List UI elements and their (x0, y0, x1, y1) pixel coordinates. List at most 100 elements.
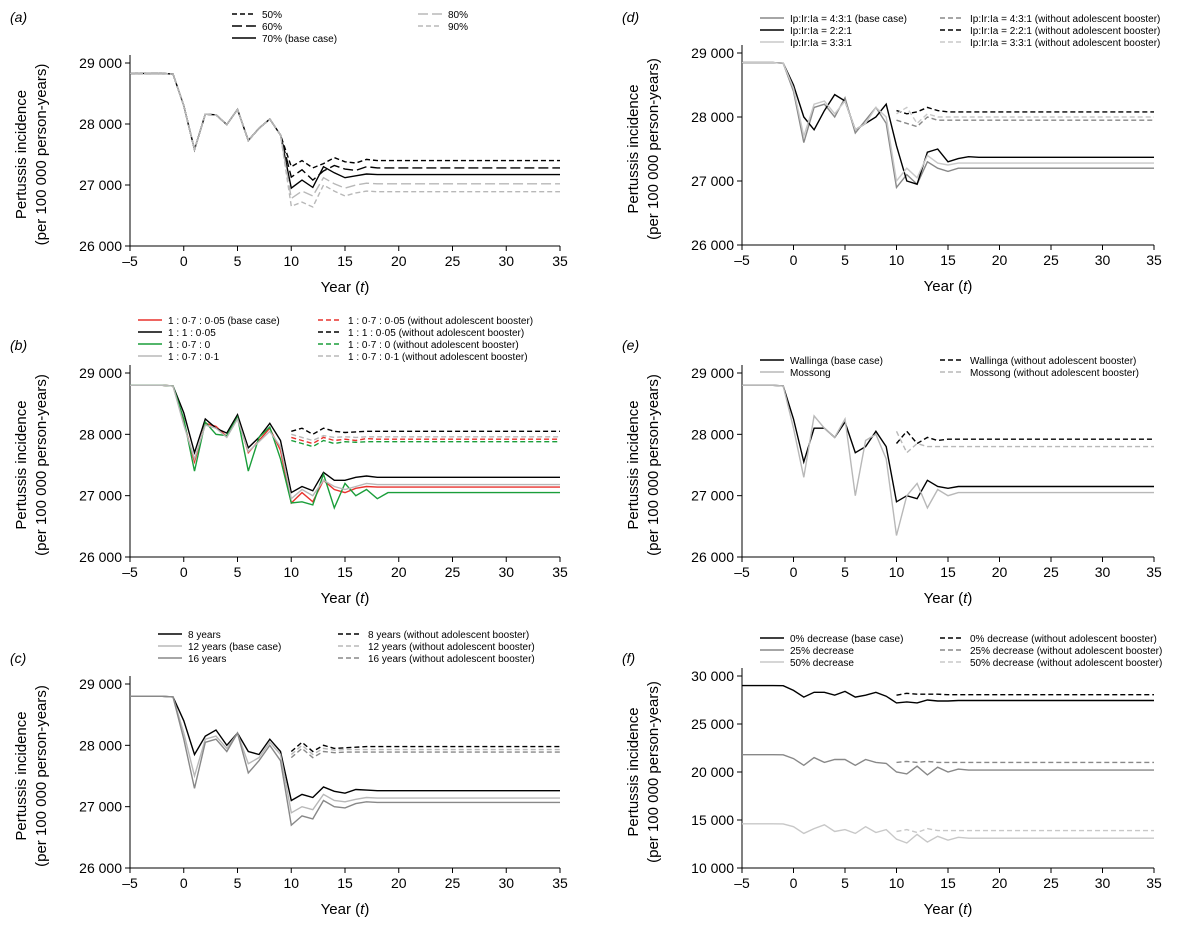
x-tick-label: 0 (180, 253, 188, 269)
x-tick-label: 10 (889, 564, 905, 580)
legend-entry: 8 years (without adolescent booster) (368, 630, 529, 641)
x-tick-label: 15 (337, 875, 353, 891)
y-tick-label: 27 000 (79, 799, 122, 815)
x-tick-label: –5 (734, 875, 750, 891)
legend-entry: Ip:Ir:Ia = 4:3:1 (base case) (790, 14, 907, 25)
legend-entry: 80% (448, 10, 468, 21)
legend-entry: Ip:Ir:Ia = 3:3:1 (without adolescent boo… (970, 38, 1160, 49)
legend-entry: 12 years (without adolescent booster) (368, 642, 535, 653)
y-tick-label: 26 000 (691, 237, 734, 253)
x-tick-label: 10 (283, 253, 299, 269)
legend-entry: 1 : 0·7 : 0·1 (168, 352, 220, 363)
panel-a: (a) 26 000 27 000 28 000 29 000 –5 0 5 10 15 20 25 3… (10, 9, 568, 296)
x-axis-label: Year (t) (321, 279, 370, 296)
x-tick-label: 25 (445, 875, 461, 891)
series-line (742, 61, 1154, 186)
legend-entry: Wallinga (base case) (790, 356, 883, 367)
legend-entry: 1 : 0·7 : 0 (without adolescent booster) (348, 340, 519, 351)
legend-entry: 1 : 1 : 0·05 (168, 328, 216, 339)
series-line (896, 760, 1154, 764)
legend-entry: 16 years (without adolescent booster) (368, 654, 535, 665)
y-tick-label: 28 000 (79, 116, 122, 132)
y-tick-label: 28 000 (691, 109, 734, 125)
panel-f: (f) 10 000 15 000 20 000 25 000 30 000 –5 0 5 10 1… (622, 634, 1162, 918)
y-axis-label: (per 100 000 person-years) (33, 374, 50, 556)
x-tick-label: –5 (734, 252, 750, 268)
x-tick-label: 30 (498, 875, 514, 891)
x-tick-label: –5 (122, 253, 138, 269)
y-tick-label: 26 000 (691, 549, 734, 565)
x-axis-label: Year (t) (924, 590, 973, 607)
x-tick-label: 15 (337, 564, 353, 580)
legend-entry: Ip:Ir:Ia = 3:3:1 (790, 38, 852, 49)
y-tick-label: 28 000 (79, 737, 122, 753)
legend-entry: 70% (base case) (262, 34, 337, 45)
x-tick-label: 30 (1095, 564, 1111, 580)
series-line (895, 430, 1154, 454)
legend-entry: 50% decrease (790, 658, 854, 669)
series-line (130, 384, 560, 501)
series-line (896, 106, 1154, 125)
series-line (130, 384, 560, 505)
x-axis-label: Year (t) (924, 901, 973, 918)
x-tick-label: 15 (940, 875, 956, 891)
y-axis-label: (per 100 000 person-years) (645, 58, 662, 240)
y-tick-label: 29 000 (79, 55, 122, 71)
series-line (742, 754, 1154, 776)
x-tick-label: 20 (391, 253, 407, 269)
panel-label: (d) (622, 9, 639, 25)
y-axis-label: (per 100 000 person-years) (33, 685, 50, 867)
x-tick-label: 20 (992, 252, 1008, 268)
series-line (130, 695, 560, 802)
x-tick-label: 35 (1146, 875, 1162, 891)
legend-entry: 1 : 0·7 : 0·05 (without adolescent boost… (348, 316, 533, 327)
series-line (130, 72, 560, 200)
panel-label: (b) (10, 337, 27, 353)
x-tick-label: 5 (234, 253, 242, 269)
legend-entry: 50% decrease (without adolescent booster… (970, 658, 1162, 669)
legend-entry: 16 years (188, 654, 226, 665)
x-tick-label: 20 (992, 875, 1008, 891)
x-tick-label: 15 (337, 253, 353, 269)
x-tick-label: 0 (180, 875, 188, 891)
x-tick-label: 0 (790, 564, 798, 580)
series-line (742, 61, 1154, 183)
y-tick-label: 15 000 (691, 812, 734, 828)
y-axis-label: Pertussis incidence (13, 711, 30, 840)
x-tick-label: 5 (234, 875, 242, 891)
panel-c: (c) 26 000 27 000 28 000 29 000 –5 0 5 10 15 20 25 3… (10, 630, 568, 918)
x-axis-label: Year (t) (924, 278, 973, 295)
y-axis-label: Pertussis incidence (13, 90, 30, 219)
legend-entry: 60% (262, 22, 282, 33)
legend-entry: 25% decrease (without adolescent booster… (970, 646, 1162, 657)
y-tick-label: 25 000 (691, 716, 734, 732)
legend-entry: Mossong (without adolescent booster) (970, 368, 1139, 379)
series-line (130, 695, 560, 827)
legend-entry: Mossong (790, 368, 831, 379)
series-line (742, 823, 1154, 844)
y-axis-label: (per 100 000 person-years) (645, 374, 662, 556)
series-line (290, 741, 560, 753)
series-line (291, 433, 560, 442)
x-tick-label: 25 (445, 564, 461, 580)
y-tick-label: 27 000 (691, 173, 734, 189)
series-line (291, 427, 560, 436)
x-tick-label: 0 (790, 875, 798, 891)
series-line (742, 384, 1154, 536)
legend-entry: Ip:Ir:Ia = 2:2:1 (790, 26, 852, 37)
x-tick-label: 20 (391, 564, 407, 580)
y-axis-label: (per 100 000 person-years) (33, 64, 50, 246)
series-line (896, 116, 1154, 128)
x-tick-label: 25 (445, 253, 461, 269)
x-tick-label: 20 (391, 875, 407, 891)
panel-label: (a) (10, 9, 27, 25)
x-tick-label: 35 (1146, 564, 1162, 580)
panel-label: (c) (10, 650, 26, 666)
x-tick-label: 10 (283, 564, 299, 580)
legend-entry: Ip:Ir:Ia = 2:2:1 (without adolescent boo… (970, 26, 1160, 37)
y-axis-label: (per 100 000 person-years) (645, 681, 662, 863)
series-line (290, 747, 560, 759)
y-tick-label: 20 000 (691, 764, 734, 780)
series-line (896, 106, 1154, 115)
legend-entry: 1 : 1 : 0·05 (without adolescent booster… (348, 328, 524, 339)
